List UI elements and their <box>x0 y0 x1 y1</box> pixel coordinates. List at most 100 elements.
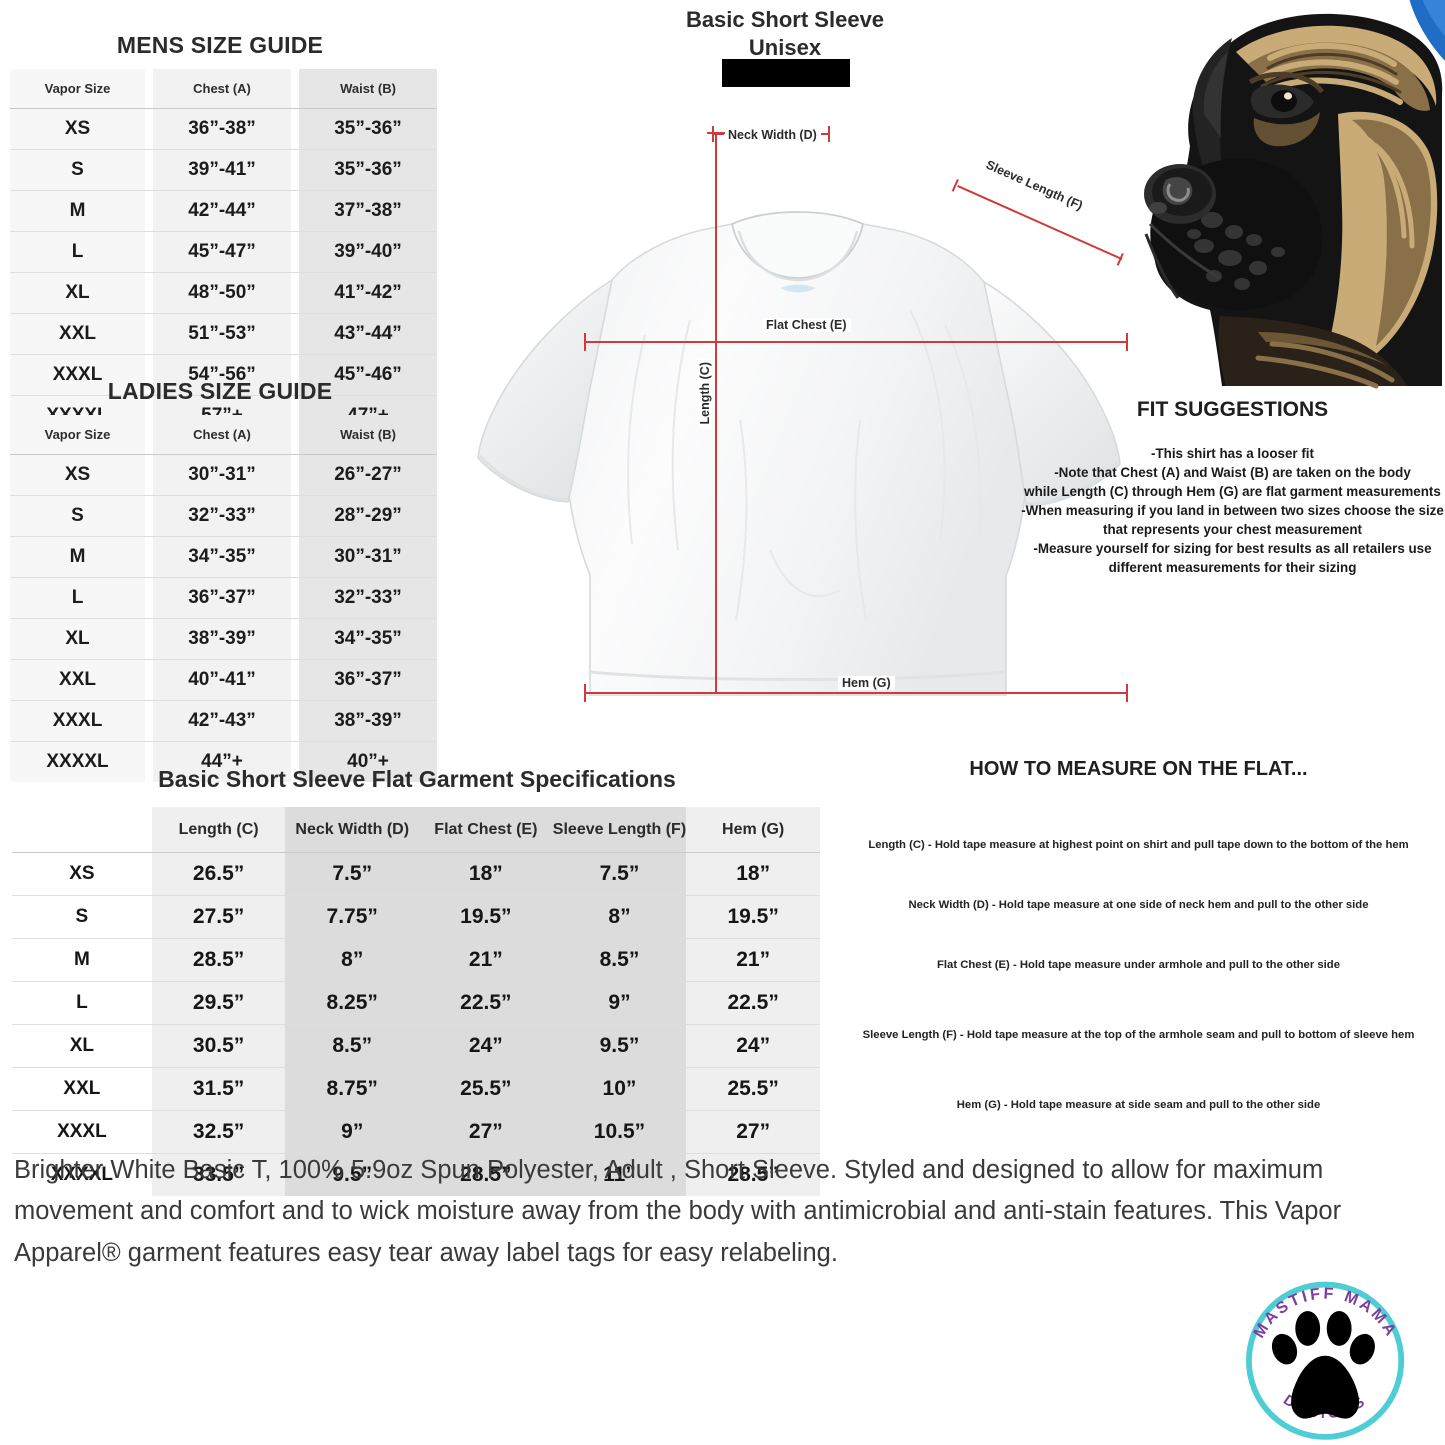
size-cell: S <box>10 149 145 191</box>
hem-cell: 19.5” <box>686 895 820 939</box>
hem-line <box>584 692 1128 694</box>
mens-table-header-row: Vapor Size Chest (A) Waist (B) <box>10 69 437 109</box>
spacer <box>145 190 153 232</box>
chest-cell: 38”-39” <box>153 618 291 660</box>
flat-chest-cap-right <box>1126 333 1128 351</box>
table-row: S 27.5” 7.75” 19.5” 8” 19.5” <box>12 895 820 939</box>
chest-cell: 51”-53” <box>153 313 291 355</box>
chest-cell: 36”-37” <box>153 577 291 619</box>
table-row: XXXL 42”-43” 38”-39” <box>10 700 437 742</box>
how-to-measure-item: Hem (G) - Hold tape measure at side seam… <box>956 1099 1321 1111</box>
waist-cell: 43”-44” <box>299 313 437 355</box>
size-cell: L <box>12 981 152 1025</box>
size-cell: XL <box>10 272 145 314</box>
mens-guide-title: MENS SIZE GUIDE <box>116 32 324 58</box>
hem-cell: 18” <box>686 852 820 896</box>
how-to-measure-item: Sleeve Length (F) - Hold tape measure at… <box>862 1029 1415 1041</box>
size-cell: M <box>10 536 145 578</box>
ladies-header-chest: Chest (A) <box>153 415 291 455</box>
fit-suggestion-line: while Length (C) through Hem (G) are fla… <box>1024 484 1441 500</box>
table-row: XXXXL 44”+ 40”+ <box>10 741 437 782</box>
size-cell: XL <box>12 1024 152 1068</box>
hem-cell: 21” <box>686 938 820 982</box>
flat-chest-cell: 27” <box>419 1110 553 1154</box>
size-cell: L <box>10 231 145 273</box>
spacer <box>291 108 299 150</box>
ladies-table-header-row: Vapor Size Chest (A) Waist (B) <box>10 415 437 455</box>
size-cell: XS <box>10 454 145 496</box>
spacer <box>145 659 153 701</box>
hem-cell: 22.5” <box>686 981 820 1025</box>
table-row: XXL 51”-53” 43”-44” <box>10 313 437 355</box>
how-to-measure-title: HOW TO MEASURE ON THE FLAT... <box>969 758 1308 780</box>
waist-cell: 30”-31” <box>299 536 437 578</box>
flat-chest-cell: 19.5” <box>419 895 553 939</box>
waist-cell: 41”-42” <box>299 272 437 314</box>
size-cell: XXXL <box>10 700 145 742</box>
spacer <box>291 536 299 578</box>
table-row: L 45”-47” 39”-40” <box>10 231 437 273</box>
neck-width-cell: 8.25” <box>285 981 420 1025</box>
shirt-title-line1: Basic Short Sleeve <box>685 7 885 32</box>
ladies-size-table: Vapor Size Chest (A) Waist (B) XS 30”-31”… <box>10 415 437 782</box>
mens-size-guide: MENS SIZE GUIDE Vapor Size Chest (A) Wai… <box>10 32 437 436</box>
hem-cell: 27” <box>686 1110 820 1154</box>
size-cell: XXL <box>12 1067 152 1111</box>
spacer <box>145 495 153 537</box>
sleeve-length-cell: 10” <box>552 1067 687 1111</box>
waist-cell: 26”-27” <box>299 454 437 496</box>
spec-header-sleeve-length: Sleeve Length (F) <box>552 807 687 853</box>
shirt-diagram: Basic Short Sleeve Unisex <box>440 0 1130 730</box>
spacer <box>145 231 153 273</box>
ladies-header-size: Vapor Size <box>10 415 145 455</box>
table-row: XXXXL 33.5” 9.5” 28.5” 11” 28.5” <box>12 1153 820 1196</box>
fit-suggestion-line: -When measuring if you land in between t… <box>1021 503 1444 519</box>
chest-cell: 45”-47” <box>153 231 291 273</box>
length-cell: 32.5” <box>151 1110 286 1154</box>
how-to-measure-item: Neck Width (D) - Hold tape measure at on… <box>908 899 1369 911</box>
how-to-measure-list: Length (C) - Hold tape measure at highes… <box>832 781 1445 1131</box>
size-cell: XS <box>10 108 145 150</box>
size-cell: XXXXL <box>50 1164 114 1185</box>
spec-header-row: Length (C) Neck Width (D) Flat Chest (E)… <box>12 807 820 853</box>
table-row: M 28.5” 8” 21” 8.5” 21” <box>12 938 820 982</box>
spacer <box>291 354 299 396</box>
waist-cell: 39”-40” <box>299 231 437 273</box>
spacer <box>145 354 153 396</box>
size-cell: XXXXL <box>10 741 145 782</box>
spacer <box>145 149 153 191</box>
neck-width-cap-left <box>712 126 714 142</box>
redaction-bar <box>722 59 850 87</box>
neck-width-cell: 7.75” <box>285 895 420 939</box>
product-description: Brighter White Basic T, 100% 5.9oz Spun … <box>14 1156 1342 1267</box>
table-row: XXXL 54”-56” 45”-46” <box>10 354 437 396</box>
spacer <box>145 700 153 742</box>
table-row: XL 38”-39” 34”-35” <box>10 618 437 660</box>
chest-cell: 39”-41” <box>153 149 291 191</box>
sleeve-length-cell: 10.5” <box>552 1110 687 1154</box>
waist-cell: 35”-36” <box>299 108 437 150</box>
ladies-header-waist: Waist (B) <box>299 415 437 455</box>
sleeve-length-cell: 9.5” <box>552 1024 687 1068</box>
neck-width-cell: 8” <box>285 938 420 982</box>
length-cell: 30.5” <box>151 1024 286 1068</box>
spacer <box>291 577 299 619</box>
length-cell: 26.5” <box>151 852 286 896</box>
spacer <box>145 577 153 619</box>
length-cell: 29.5” <box>151 981 286 1025</box>
spacer <box>145 618 153 660</box>
mens-size-table: Vapor Size Chest (A) Waist (B) XS 36”-38”… <box>10 69 437 436</box>
size-cell: XXXL <box>12 1110 152 1154</box>
spacer <box>145 108 153 150</box>
flat-chest-cell: 21” <box>419 938 553 982</box>
neck-width-cap-right <box>828 126 830 142</box>
spec-header-neck-width: Neck Width (D) <box>285 807 420 853</box>
spec-header-blank <box>12 807 152 853</box>
chest-cell: 44”+ <box>153 741 291 782</box>
table-row: XL 48”-50” 41”-42” <box>10 272 437 314</box>
hem-cell: 28.5” <box>686 1153 820 1196</box>
waist-cell: 40”+ <box>299 741 437 782</box>
spec-table-body: XS 26.5” 7.5” 18” 7.5” 18” S 27.5” 7.75” 19.5” 8” 1… <box>12 852 820 1196</box>
chest-cell: 40”-41” <box>153 659 291 701</box>
